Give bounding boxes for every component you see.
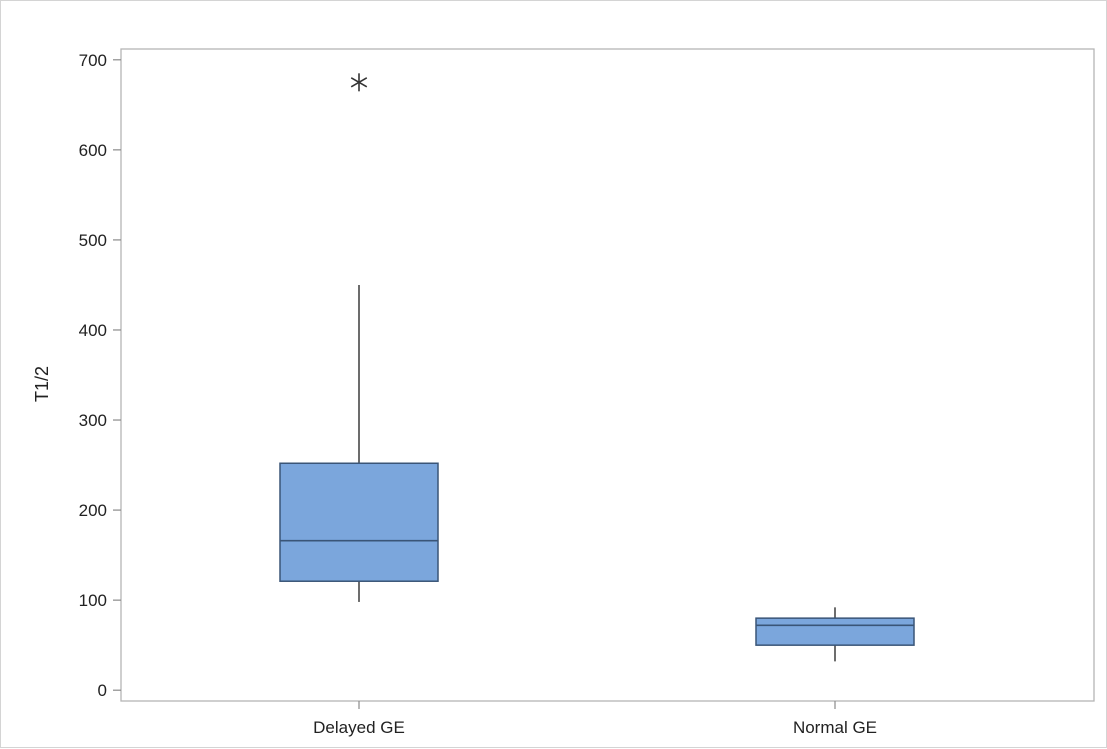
- iqr-box: [755, 617, 915, 646]
- y-axis-title: T1/2: [32, 366, 52, 402]
- box-series-normal-ge: [755, 607, 915, 662]
- outlier-stroke: [350, 77, 368, 88]
- y-tick-label: 300: [79, 411, 107, 430]
- outlier-point: [350, 73, 368, 92]
- x-axis: Delayed GE Normal GE: [313, 701, 877, 737]
- y-tick-label: 400: [79, 321, 107, 340]
- y-tick-label: 600: [79, 141, 107, 160]
- y-axis: 0 100 200 300 400 500 600 700: [79, 51, 121, 700]
- iqr-box: [279, 462, 439, 582]
- box-series-delayed-ge: [279, 73, 439, 602]
- y-tick-label: 0: [98, 681, 107, 700]
- x-tick-label: Delayed GE: [313, 718, 405, 737]
- boxes: [279, 73, 915, 662]
- y-tick-label: 100: [79, 591, 107, 610]
- y-tick-label: 700: [79, 51, 107, 70]
- y-tick-label: 500: [79, 231, 107, 250]
- y-tick-label: 200: [79, 501, 107, 520]
- x-tick-label: Normal GE: [793, 718, 877, 737]
- plot-area: [120, 48, 1095, 702]
